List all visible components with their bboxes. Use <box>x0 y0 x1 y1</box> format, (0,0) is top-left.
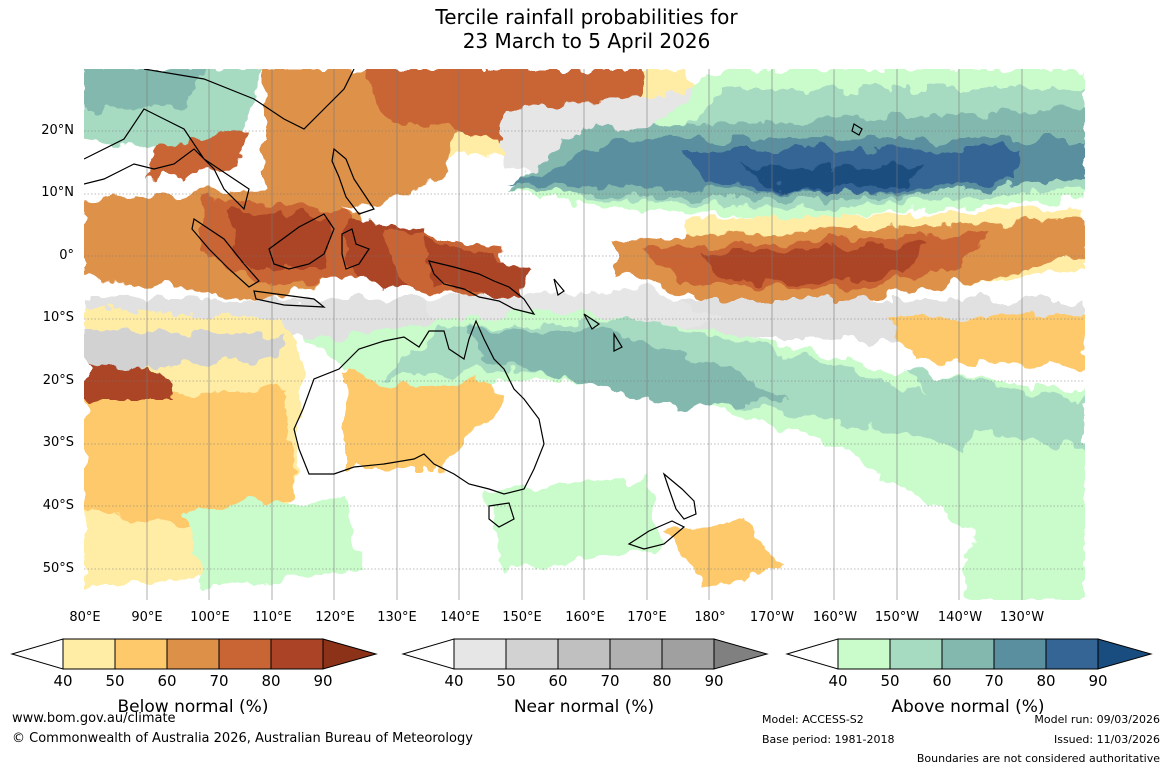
lon-label-130w: 130°W <box>999 610 1045 625</box>
near-swatch-60-70 <box>557 638 611 670</box>
below-normal-title: Below normal (%) <box>117 697 269 717</box>
china-coastline <box>143 69 355 130</box>
mainland-asia-coastline <box>84 108 250 211</box>
lon-label-90e: 90°E <box>131 610 163 625</box>
below-tick-60: 60 <box>157 672 177 690</box>
graticule <box>84 130 1085 570</box>
near-tick-70: 70 <box>600 672 620 690</box>
lon-label-80e: 80°E <box>69 610 101 625</box>
near-tick-80: 80 <box>652 672 672 690</box>
sulawesi-coastline <box>341 228 370 270</box>
tasmania-coastline <box>488 502 515 528</box>
lon-label-120e: 120°E <box>315 610 355 625</box>
australia-coastline <box>293 319 545 495</box>
issued-date: Issued: 11/03/2026 <box>1053 733 1160 746</box>
near-swatch-40-50 <box>453 638 507 670</box>
borneo-coastline <box>268 213 335 270</box>
colorbar-above-normal <box>785 638 1153 670</box>
near-swatch-50-60 <box>505 638 559 670</box>
near-tick-50: 50 <box>496 672 516 690</box>
above-swatch-70-80 <box>993 638 1047 670</box>
philippines-coastline <box>331 147 375 215</box>
above-normal-title: Above normal (%) <box>891 697 1045 717</box>
lat-label-40s: 40°S <box>42 498 74 513</box>
chart-title-line1: Tercile rainfall probabilities for <box>435 5 738 29</box>
lon-label-180: 180° <box>694 610 726 625</box>
lat-label-10n: 10°N <box>41 185 74 200</box>
near-tick-90: 90 <box>704 672 724 690</box>
near-tick-60: 60 <box>548 672 568 690</box>
lon-label-170w: 170°W <box>749 610 795 625</box>
model-name: Model: ACCESS-S2 <box>762 713 864 726</box>
java-coastline <box>253 290 326 308</box>
near-tick-40: 40 <box>444 672 464 690</box>
bom-url: www.bom.gov.au/climate <box>12 711 176 726</box>
above-tick-60: 60 <box>932 672 952 690</box>
below-swatch-80-90 <box>270 638 324 670</box>
below-swatch-50-60 <box>114 638 168 670</box>
above-swatch-80-90 <box>1045 638 1099 670</box>
coastlines <box>84 69 863 550</box>
lat-label-0: 0° <box>59 248 74 263</box>
lon-label-130e: 130°E <box>377 610 417 625</box>
above-swatch-40-50 <box>837 638 891 670</box>
near-swatch-80-90 <box>661 638 715 670</box>
lon-label-100e: 100°E <box>190 610 230 625</box>
above-tick-70: 70 <box>984 672 1004 690</box>
near-swatch-90-plus <box>713 638 769 670</box>
lon-label-150e: 150°E <box>502 610 542 625</box>
above-tick-80: 80 <box>1036 672 1056 690</box>
new-guinea-coastline <box>428 260 536 315</box>
below-tick-80: 80 <box>261 672 281 690</box>
near-normal-title: Near normal (%) <box>513 697 655 717</box>
above-tick-50: 50 <box>880 672 900 690</box>
model-run: Model run: 09/03/2026 <box>1034 713 1160 726</box>
lon-label-140w: 140°W <box>937 610 983 625</box>
above-tick-40: 40 <box>828 672 848 690</box>
above-tick-90: 90 <box>1088 672 1108 690</box>
colorbar-below-normal <box>10 638 378 670</box>
lon-label-110e: 110°E <box>252 610 292 625</box>
below-swatch-40-50 <box>62 638 116 670</box>
lat-label-20n: 20°N <box>41 123 74 138</box>
lat-label-10s: 10°S <box>42 310 74 325</box>
below-swatch-70-80 <box>218 638 272 670</box>
copyright: © Commonwealth of Australia 2026, Austra… <box>12 731 473 746</box>
below-tick-90: 90 <box>313 672 333 690</box>
lon-label-160e: 160°E <box>565 610 605 625</box>
near-swatch-70-80 <box>609 638 663 670</box>
lon-label-160w: 160°W <box>812 610 858 625</box>
above-swatch-60-70 <box>941 638 995 670</box>
probability-fields <box>84 69 1085 600</box>
hawaii-coastline <box>851 123 863 136</box>
chart-title-line2: 23 March to 5 April 2026 <box>462 29 711 53</box>
rainfall-probability-map <box>84 69 1085 600</box>
lat-label-50s: 50°S <box>42 561 74 576</box>
sumatra-coastline <box>191 218 260 288</box>
lat-label-20s: 20°S <box>42 373 74 388</box>
lon-label-140e: 140°E <box>440 610 480 625</box>
new-zealand-north-coastline <box>662 472 697 520</box>
colorbar-near-normal <box>401 638 769 670</box>
lat-label-30s: 30°S <box>42 435 74 450</box>
lon-label-170e: 170°E <box>627 610 667 625</box>
new-zealand-south-coastline <box>627 520 686 550</box>
below-swatch-90-plus <box>322 638 378 670</box>
boundaries-disclaimer: Boundaries are not considered authoritat… <box>916 752 1160 765</box>
below-tick-50: 50 <box>105 672 125 690</box>
above-swatch-50-60 <box>889 638 943 670</box>
below-swatch-60-70 <box>166 638 220 670</box>
base-period: Base period: 1981-2018 <box>762 733 895 746</box>
above-swatch-90-plus <box>1097 638 1153 670</box>
below-tick-70: 70 <box>209 672 229 690</box>
below-tick-40: 40 <box>53 672 73 690</box>
lon-label-150w: 150°W <box>874 610 920 625</box>
